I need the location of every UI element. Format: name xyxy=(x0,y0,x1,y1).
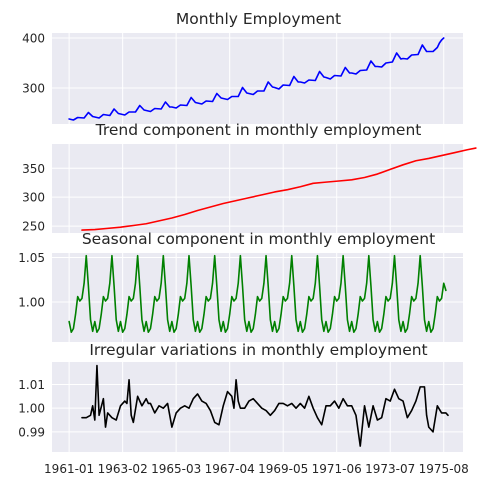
seasonal-series-line xyxy=(68,254,447,334)
x-tick-label-3: 1967-04 xyxy=(205,462,255,476)
irregular-ytick-label-1: 1.00 xyxy=(18,402,45,416)
employment-ytick-label-1: 400 xyxy=(22,32,45,46)
irregular-ytick-label-2: 1.01 xyxy=(18,378,45,392)
x-tick-label-1: 1963-02 xyxy=(98,462,148,476)
x-tick-label-6: 1973-07 xyxy=(365,462,415,476)
x-tick-label-4: 1969-05 xyxy=(258,462,308,476)
x-tick-label-0: 1961-01 xyxy=(44,462,94,476)
irregular-title: Irregular variations in monthly employme… xyxy=(89,341,427,359)
irregular-ytick-label-0: 0.99 xyxy=(18,425,45,439)
employment-series-line xyxy=(68,37,445,121)
trend-ytick-label-1: 300 xyxy=(22,191,45,205)
seasonal-title: Seasonal component in monthly employment xyxy=(82,230,435,248)
employment-title: Monthly Employment xyxy=(176,10,341,28)
x-tick-label-2: 1965-03 xyxy=(151,462,201,476)
x-tick-label-5: 1971-06 xyxy=(312,462,362,476)
seasonal-ytick-label-0: 1.00 xyxy=(18,295,45,309)
x-axis: 1961-01 1963-02 1965-03 1967-04 1969-05 1971-… xyxy=(44,462,469,476)
x-tick-label-7: 1975-08 xyxy=(419,462,469,476)
trend-series-line xyxy=(81,147,477,231)
trend-ytick-label-2: 350 xyxy=(22,162,45,176)
seasonal-panel: 1.00 1.05 Seasonal component in monthly em… xyxy=(18,230,463,342)
employment-ytick-label-0: 300 xyxy=(22,82,45,96)
seasonal-ytick-label-1: 1.05 xyxy=(18,251,45,265)
trend-plot-area xyxy=(52,144,463,233)
trend-title: Trend component in monthly employment xyxy=(95,121,422,139)
irregular-panel: 0.99 1.00 1.01 Irregular variations in mont… xyxy=(18,341,463,452)
irregular-plot-area xyxy=(52,362,463,452)
employment-plot-area xyxy=(52,33,463,124)
employment-panel: 300 400 Monthly Employment xyxy=(22,10,463,124)
irregular-series-line xyxy=(81,364,449,447)
trend-ytick-label-0: 250 xyxy=(22,220,45,234)
trend-panel: 250 300 350 Trend component in monthly empl… xyxy=(22,121,477,234)
